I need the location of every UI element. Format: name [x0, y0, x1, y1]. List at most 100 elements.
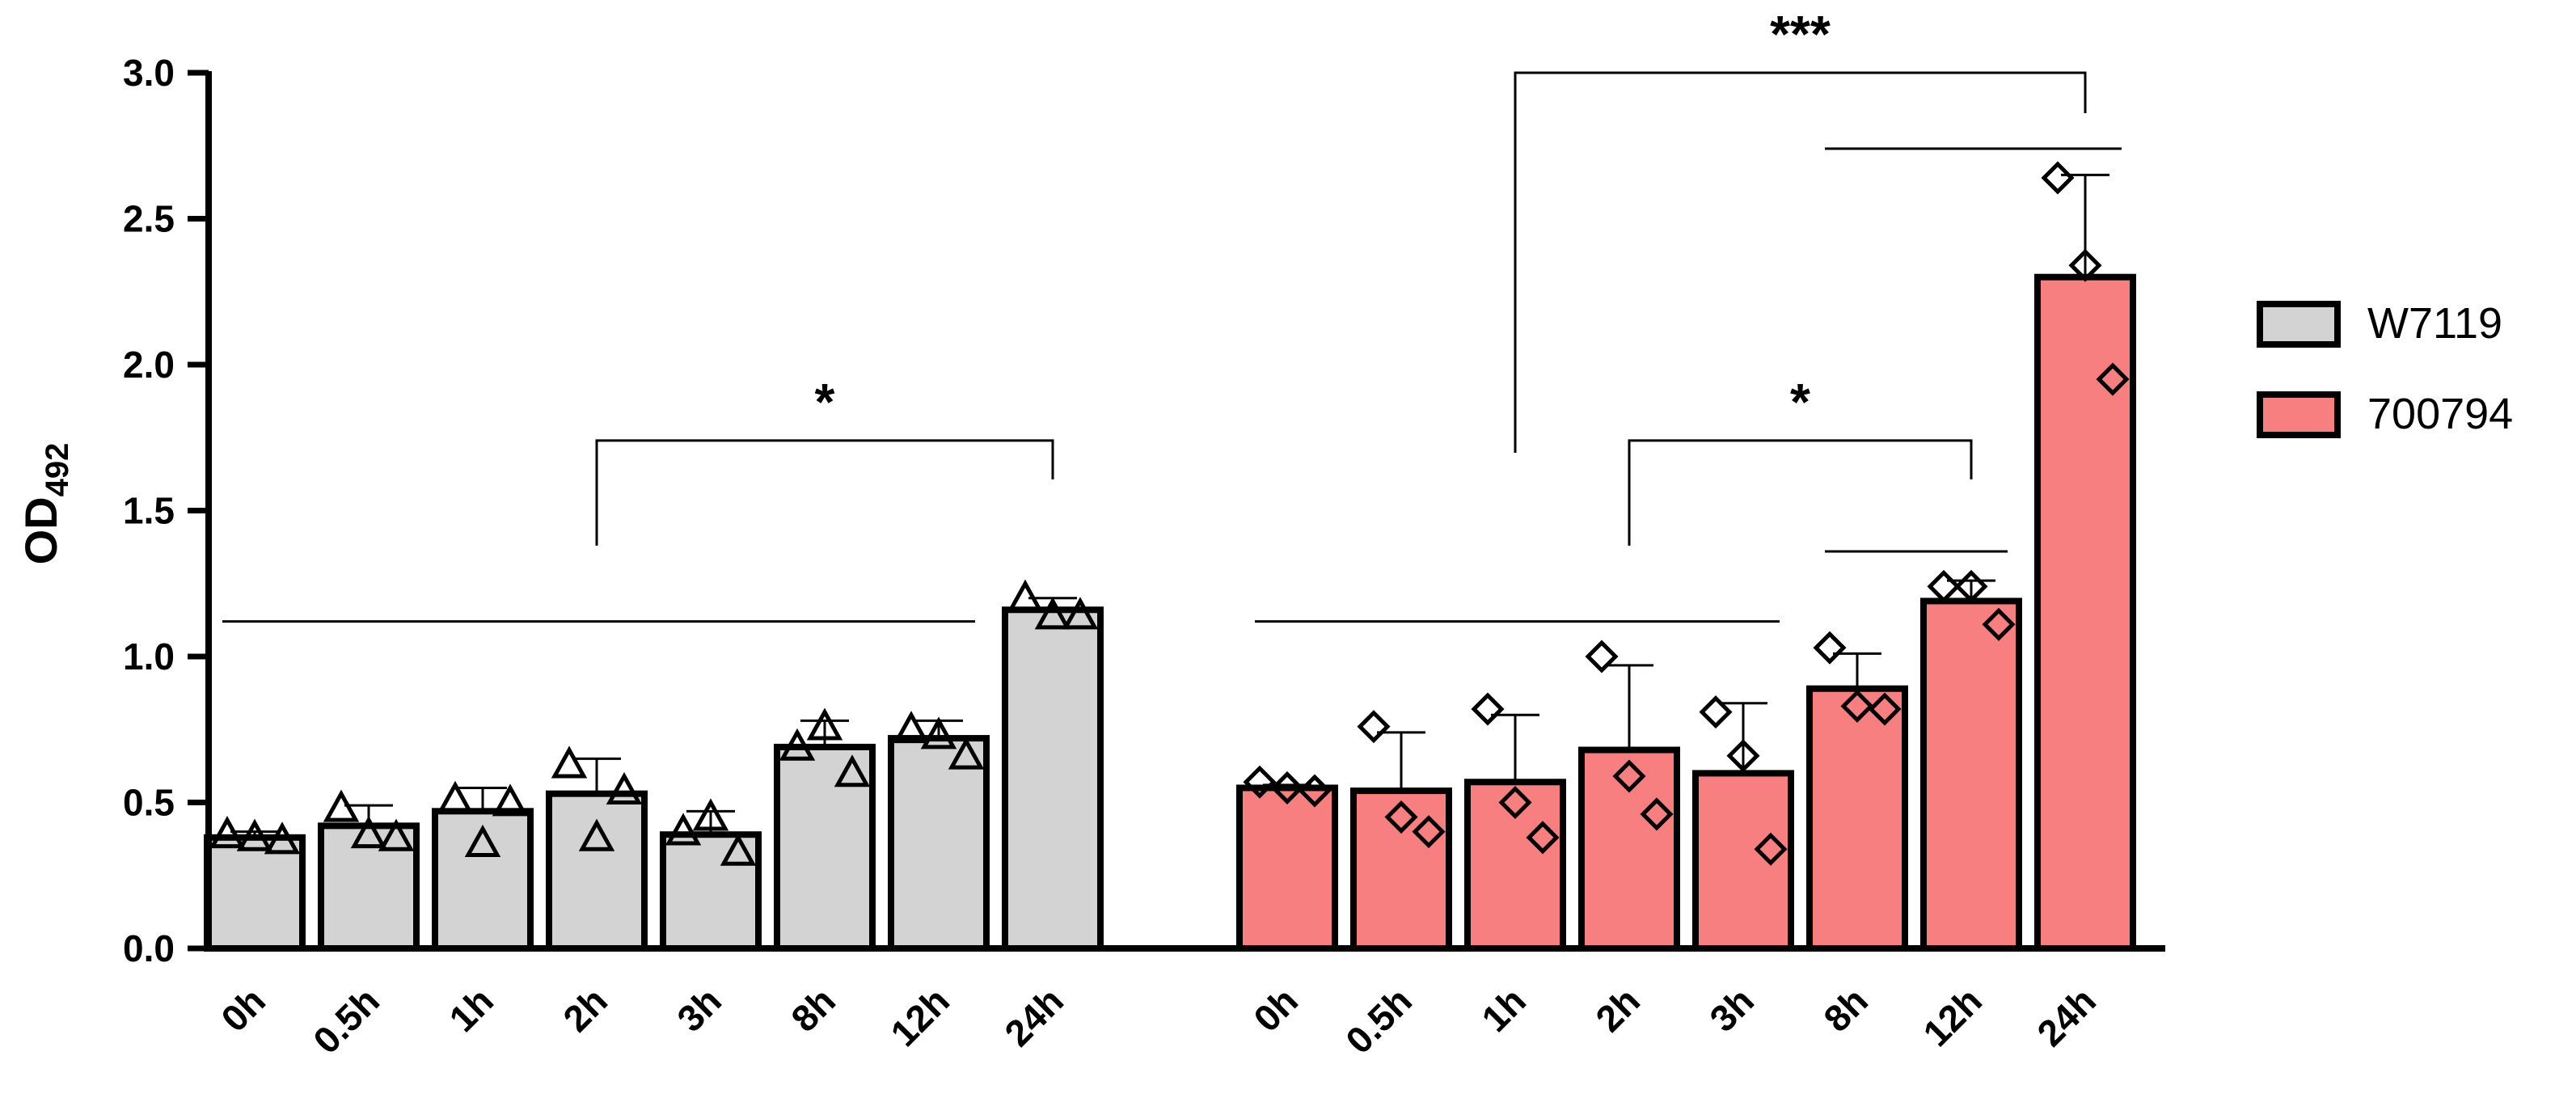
data-point	[378, 818, 415, 851]
x-tick-label: 0.5h	[1337, 979, 1420, 1062]
data-point	[2068, 248, 2102, 282]
x-tick-label: 3h	[1701, 979, 1762, 1040]
data-point	[492, 783, 529, 817]
data-point	[1034, 597, 1071, 630]
data-point	[437, 780, 474, 813]
x-tick-label: 12h	[1915, 979, 1990, 1054]
data-point	[1585, 640, 1619, 674]
data-point	[1357, 710, 1391, 744]
data-point	[1612, 759, 1646, 793]
data-point	[1384, 800, 1418, 834]
bar	[1920, 598, 2022, 952]
y-tick-label: 2.5	[123, 198, 175, 240]
x-tick-label: 0h	[1245, 979, 1306, 1040]
significance-bracket	[1628, 439, 1973, 546]
y-axis-label-text: OD492	[15, 443, 75, 565]
x-tick-label: 0.5h	[305, 979, 387, 1062]
data-point	[1412, 815, 1446, 849]
data-point	[779, 728, 816, 761]
bar	[1806, 685, 1908, 952]
data-point	[1954, 569, 1988, 603]
bar	[774, 743, 876, 952]
data-point	[834, 754, 871, 788]
data-point	[806, 707, 843, 741]
legend-label: W7119	[2367, 299, 2502, 348]
data-point	[578, 818, 615, 851]
data-point	[1007, 579, 1044, 612]
data-point	[1640, 797, 1674, 831]
bar	[1464, 779, 1566, 952]
data-point	[1982, 607, 2016, 641]
bar	[1002, 606, 1104, 952]
significance-label: *	[1790, 373, 1810, 431]
data-point	[1699, 695, 1733, 729]
data-point	[209, 816, 246, 849]
legend: W7119 700794	[2257, 299, 2513, 438]
data-point	[350, 816, 387, 849]
data-point	[1726, 739, 1760, 773]
bar	[1350, 788, 1452, 952]
x-tick-label: 2h	[555, 979, 615, 1040]
data-point	[464, 824, 501, 857]
y-tick-label: 0.0	[123, 927, 175, 969]
data-point	[1298, 774, 1332, 808]
data-point	[2096, 362, 2130, 396]
legend-swatch	[2257, 391, 2341, 438]
x-tick-label: 1h	[441, 979, 501, 1040]
bar	[2034, 273, 2136, 952]
x-tick-label: 8h	[783, 979, 843, 1040]
bar	[1692, 770, 1794, 952]
y-axis-label-main: OD	[15, 496, 66, 564]
data-point	[1754, 832, 1788, 866]
x-tick-label: 1h	[1473, 979, 1534, 1040]
data-point	[720, 833, 757, 866]
data-point	[1471, 692, 1505, 726]
data-point	[1526, 821, 1560, 855]
y-tick-label: 1.0	[123, 636, 175, 678]
y-axis-label-subscript: 492	[40, 443, 75, 497]
x-tick-label: 8h	[1815, 979, 1876, 1040]
significance-bracket	[595, 439, 1054, 546]
x-tick-label: 24h	[996, 979, 1071, 1054]
data-point	[1243, 765, 1277, 799]
data-point	[893, 711, 930, 744]
bar	[204, 834, 306, 952]
data-point	[1868, 692, 1902, 726]
legend-label: 700794	[2367, 390, 2513, 438]
bar	[546, 790, 648, 952]
data-point	[665, 813, 702, 846]
data-point	[236, 818, 273, 851]
data-point	[1840, 689, 1874, 723]
significance-bracket	[1514, 71, 2087, 453]
data-point	[948, 737, 985, 770]
significance-label: *	[815, 373, 835, 431]
data-point	[264, 821, 301, 855]
data-point	[2041, 161, 2075, 195]
data-point	[606, 771, 643, 804]
significance-label: ***	[1770, 5, 1831, 63]
x-tick-label: 3h	[669, 979, 729, 1040]
data-point	[1270, 771, 1304, 804]
bar	[1236, 784, 1338, 952]
data-point	[1813, 631, 1847, 665]
data-point	[1062, 597, 1099, 630]
y-tick-label: 2.0	[123, 344, 175, 386]
data-point	[323, 789, 360, 822]
data-point	[551, 745, 588, 779]
x-tick-label: 2h	[1587, 979, 1648, 1040]
x-tick-label: 12h	[882, 979, 957, 1054]
y-tick-label: 1.5	[123, 490, 175, 532]
bar	[888, 735, 990, 952]
y-tick-label: 0.5	[123, 782, 175, 824]
data-point	[1927, 569, 1961, 603]
data-point	[920, 716, 957, 750]
x-tick-label: 0h	[213, 979, 273, 1040]
bar	[1578, 746, 1680, 952]
data-point	[692, 798, 729, 831]
legend-swatch	[2257, 301, 2341, 348]
data-point	[1498, 785, 1532, 820]
y-axis-label: OD492	[15, 443, 75, 565]
y-tick-label: 3.0	[123, 52, 175, 94]
